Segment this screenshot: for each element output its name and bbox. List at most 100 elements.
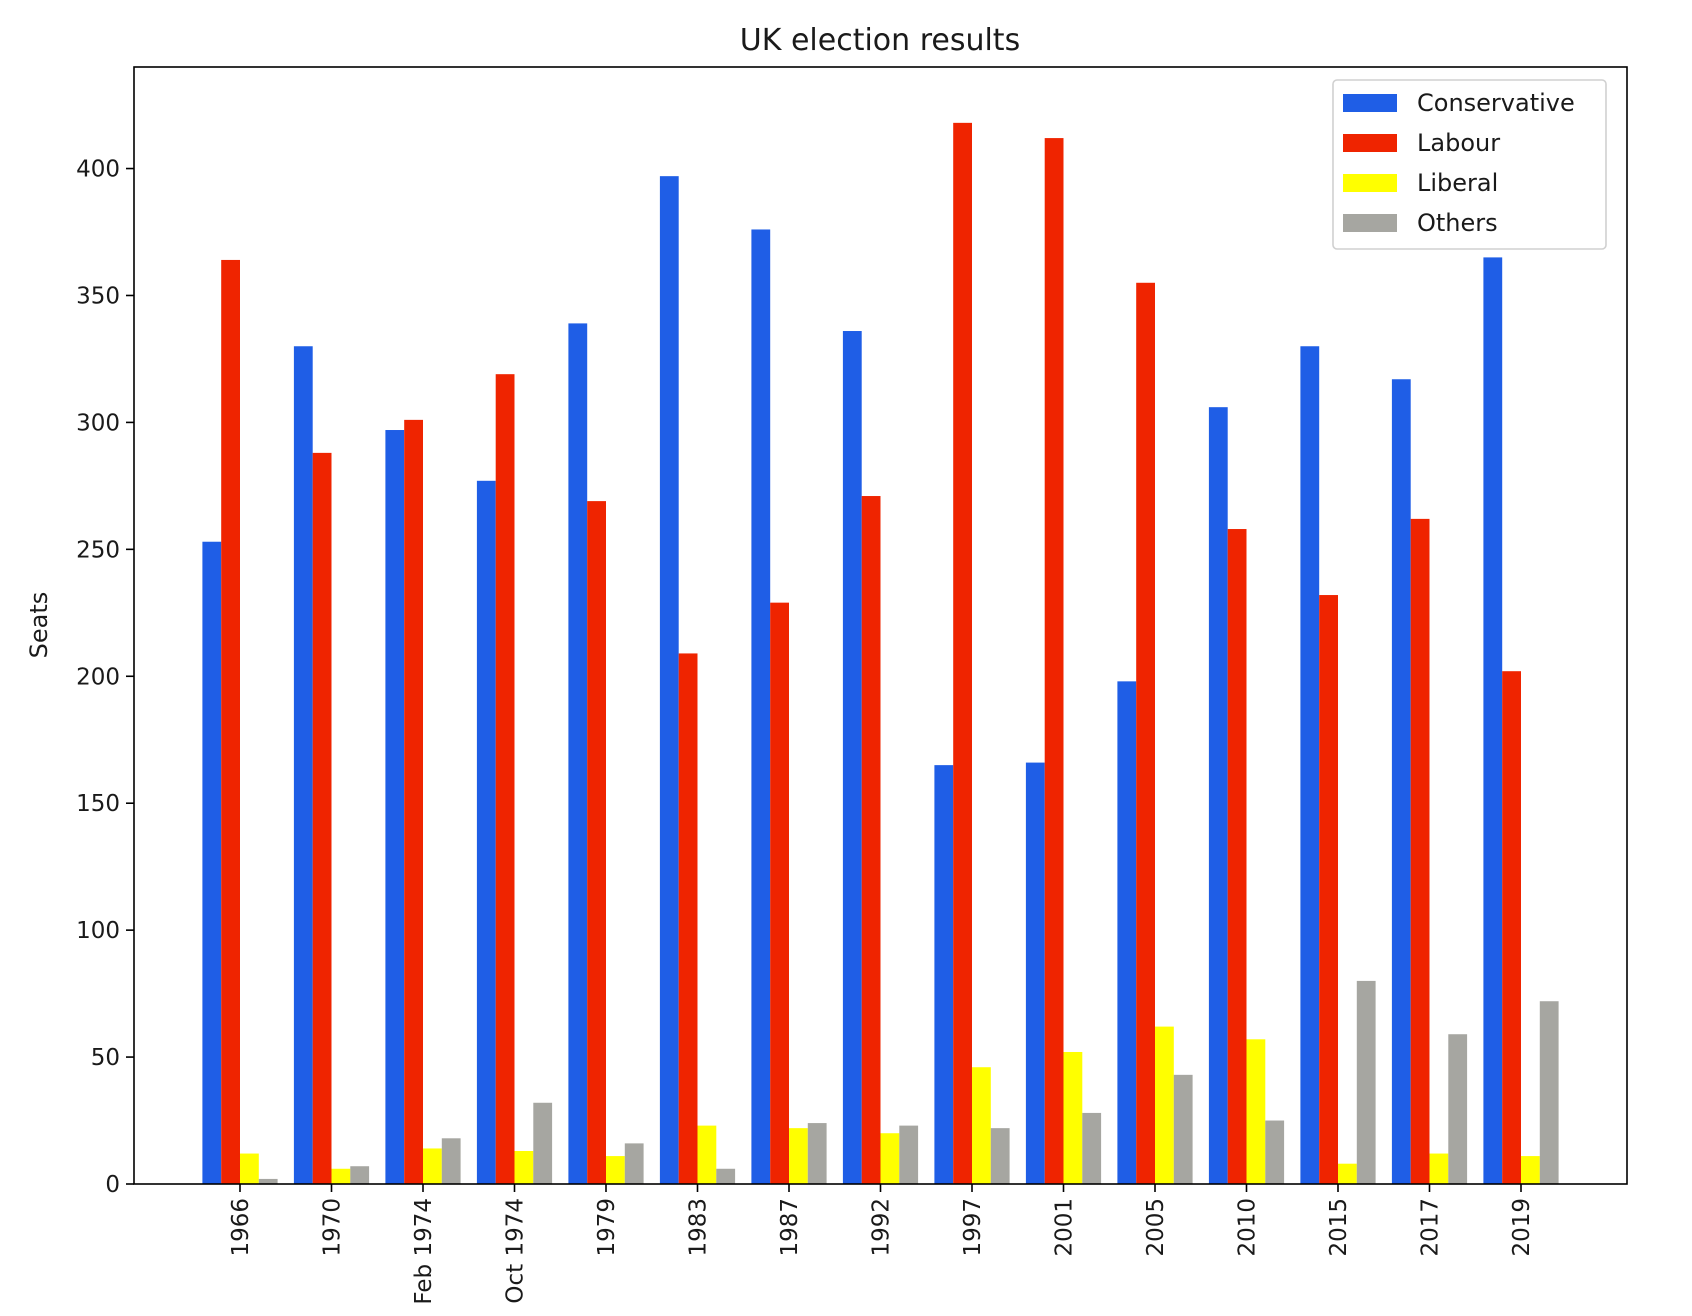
bar-labour-5	[678, 653, 698, 1184]
y-tick-label-4: 200	[76, 664, 120, 690]
bar-conservative-12	[1300, 346, 1320, 1184]
legend-swatch-others	[1343, 214, 1397, 232]
y-axis: 0 50 100 150 200 250 300 350 400	[76, 157, 134, 1198]
bar-labour-1	[312, 452, 332, 1184]
y-tick-label-0: 0	[105, 1172, 120, 1198]
bar-liberal-12	[1338, 1163, 1357, 1184]
bar-conservative-5	[659, 176, 679, 1184]
y-tick-label-5: 250	[76, 537, 120, 563]
bar-conservative-1	[293, 346, 313, 1184]
bar-others-6	[807, 1123, 827, 1184]
bar-conservative-9	[1025, 762, 1045, 1184]
x-tick-label-4: 1979	[594, 1198, 620, 1257]
x-tick-label-14: 2019	[1509, 1198, 1535, 1257]
bar-others-2	[441, 1138, 461, 1184]
bar-labour-13	[1410, 518, 1430, 1184]
bar-liberal-1	[331, 1168, 351, 1184]
bar-others-12	[1356, 980, 1376, 1184]
legend-swatch-labour	[1343, 134, 1397, 152]
bar-others-14	[1539, 1001, 1559, 1184]
bar-liberal-2	[423, 1148, 442, 1184]
bar-labour-3	[495, 374, 515, 1184]
chart-title: UK election results	[740, 23, 1020, 58]
bar-others-11	[1265, 1120, 1285, 1184]
x-tick-label-7: 1992	[869, 1198, 895, 1257]
bar-conservative-0	[202, 541, 222, 1184]
bar-liberal-7	[880, 1133, 900, 1184]
bar-others-10	[1173, 1074, 1193, 1184]
bar-liberal-0	[240, 1153, 259, 1184]
legend-label-liberal: Liberal	[1417, 169, 1498, 197]
bar-others-8	[990, 1128, 1010, 1184]
x-tick-label-9: 2001	[1052, 1198, 1078, 1257]
x-tick-label-12: 2015	[1326, 1198, 1352, 1257]
y-tick-label-7: 350	[76, 283, 120, 309]
bar-conservative-14	[1483, 257, 1503, 1184]
bar-labour-4	[587, 501, 606, 1184]
bar-others-13	[1448, 1034, 1468, 1184]
bar-conservative-10	[1117, 681, 1137, 1184]
x-tick-label-0: 1966	[228, 1198, 254, 1257]
bar-conservative-7	[842, 331, 862, 1184]
x-tick-label-1: 1970	[320, 1198, 346, 1257]
legend-label-labour: Labour	[1417, 129, 1500, 157]
bar-labour-8	[953, 122, 972, 1185]
bar-liberal-6	[789, 1128, 808, 1184]
bar-labour-14	[1502, 671, 1521, 1184]
legend-box	[1332, 79, 1607, 250]
bar-labour-10	[1136, 282, 1155, 1184]
bar-labour-0	[221, 259, 240, 1184]
bar-others-3	[533, 1102, 553, 1184]
bar-liberal-14	[1521, 1156, 1540, 1184]
x-axis: 1966 1970 Feb 1974 Oct 1974 1979 1983 1987 1992…	[228, 1184, 1535, 1305]
bar-labour-11	[1227, 529, 1247, 1184]
bar-conservative-2	[385, 430, 405, 1184]
bar-conservative-3	[476, 480, 496, 1184]
bar-conservative-13	[1391, 379, 1411, 1184]
bar-labour-12	[1319, 595, 1338, 1184]
legend-label-conservative: Conservative	[1417, 89, 1575, 117]
bar-labour-6	[770, 602, 789, 1184]
y-tick-label-8: 400	[76, 157, 120, 183]
legend-swatch-conservative	[1343, 94, 1397, 112]
x-tick-label-8: 1997	[960, 1198, 986, 1257]
y-tick-label-6: 300	[76, 410, 120, 436]
x-tick-label-5: 1983	[686, 1198, 712, 1257]
bar-liberal-3	[514, 1151, 534, 1184]
legend: Conservative Labour Liberal Others	[1332, 79, 1607, 250]
bar-others-0	[258, 1178, 278, 1184]
legend-label-others: Others	[1417, 209, 1498, 237]
y-tick-label-1: 50	[91, 1045, 120, 1071]
bar-labour-9	[1044, 138, 1064, 1185]
bar-liberal-5	[697, 1125, 717, 1184]
bar-conservative-4	[568, 323, 588, 1184]
legend-swatch-liberal	[1343, 174, 1397, 192]
x-tick-label-13: 2017	[1418, 1198, 1444, 1257]
y-tick-label-2: 100	[76, 918, 120, 944]
y-tick-label-3: 150	[76, 791, 120, 817]
x-tick-label-10: 2005	[1143, 1198, 1169, 1257]
bar-labour-7	[861, 496, 881, 1184]
x-tick-label-11: 2010	[1235, 1198, 1261, 1257]
bar-liberal-10	[1155, 1026, 1174, 1184]
bar-liberal-13	[1429, 1153, 1449, 1184]
bar-others-9	[1082, 1112, 1102, 1184]
x-tick-label-3: Oct 1974	[503, 1198, 529, 1304]
bar-liberal-4	[606, 1156, 625, 1184]
bar-others-4	[624, 1143, 644, 1184]
bar-liberal-11	[1246, 1039, 1266, 1184]
bar-conservative-6	[751, 229, 771, 1185]
x-tick-label-2: Feb 1974	[411, 1198, 437, 1305]
bar-conservative-8	[934, 765, 954, 1185]
plot-frame	[133, 66, 1628, 1185]
x-tick-label-6: 1987	[777, 1198, 803, 1257]
bar-liberal-9	[1063, 1051, 1083, 1184]
bar-labour-2	[404, 419, 423, 1184]
bar-others-5	[716, 1168, 736, 1184]
bar-others-1	[350, 1166, 370, 1184]
bars-layer	[202, 122, 1559, 1185]
bar-liberal-8	[972, 1067, 991, 1184]
bar-conservative-11	[1208, 407, 1228, 1184]
